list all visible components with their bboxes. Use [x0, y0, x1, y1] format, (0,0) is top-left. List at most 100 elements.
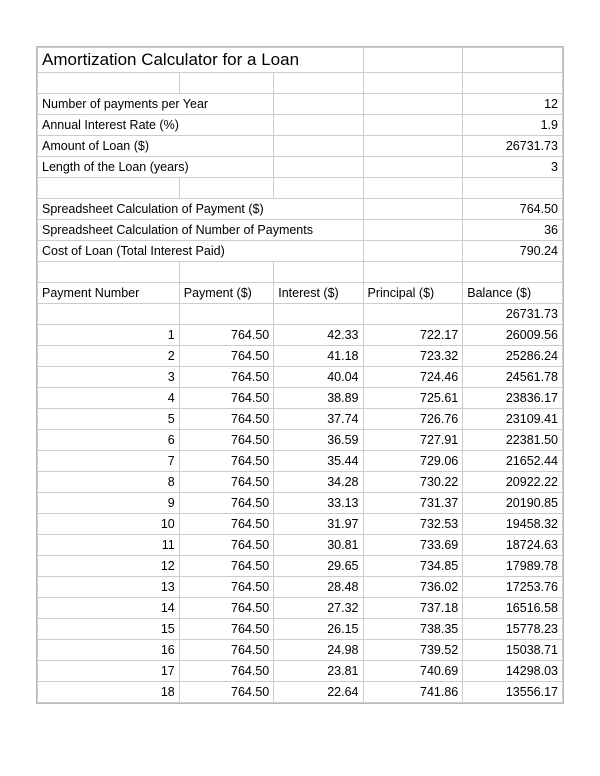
interest-amount: 30.81 — [274, 535, 363, 556]
balance-amount: 13556.17 — [463, 682, 563, 703]
payment-number: 2 — [38, 346, 180, 367]
calc-value: 764.50 — [463, 199, 563, 220]
input-label: Amount of Loan ($) — [38, 136, 274, 157]
interest-amount: 23.81 — [274, 661, 363, 682]
balance-amount: 20922.22 — [463, 472, 563, 493]
principal-amount: 740.69 — [363, 661, 463, 682]
col-header: Principal ($) — [363, 283, 463, 304]
balance-amount: 17253.76 — [463, 577, 563, 598]
payment-amount: 764.50 — [179, 451, 274, 472]
principal-amount: 723.32 — [363, 346, 463, 367]
spreadsheet: Amortization Calculator for a LoanNumber… — [36, 46, 564, 704]
interest-amount: 42.33 — [274, 325, 363, 346]
principal-amount: 730.22 — [363, 472, 463, 493]
balance-amount: 18724.63 — [463, 535, 563, 556]
payment-number: 8 — [38, 472, 180, 493]
payment-number: 1 — [38, 325, 180, 346]
calc-label: Spreadsheet Calculation of Number of Pay… — [38, 220, 364, 241]
payment-number: 12 — [38, 556, 180, 577]
principal-amount: 737.18 — [363, 598, 463, 619]
interest-amount: 34.28 — [274, 472, 363, 493]
col-header: Interest ($) — [274, 283, 363, 304]
balance-amount: 23836.17 — [463, 388, 563, 409]
payment-amount: 764.50 — [179, 493, 274, 514]
payment-amount: 764.50 — [179, 409, 274, 430]
balance-amount: 21652.44 — [463, 451, 563, 472]
payment-number: 7 — [38, 451, 180, 472]
input-label: Length of the Loan (years) — [38, 157, 274, 178]
payment-amount: 764.50 — [179, 325, 274, 346]
balance-amount: 16516.58 — [463, 598, 563, 619]
calc-label: Spreadsheet Calculation of Payment ($) — [38, 199, 364, 220]
balance-amount: 22381.50 — [463, 430, 563, 451]
balance-amount: 25286.24 — [463, 346, 563, 367]
payment-number: 11 — [38, 535, 180, 556]
payment-amount: 764.50 — [179, 346, 274, 367]
payment-number: 6 — [38, 430, 180, 451]
payment-number: 17 — [38, 661, 180, 682]
principal-amount: 724.46 — [363, 367, 463, 388]
principal-amount: 733.69 — [363, 535, 463, 556]
principal-amount: 727.91 — [363, 430, 463, 451]
input-label: Annual Interest Rate (%) — [38, 115, 274, 136]
payment-number: 18 — [38, 682, 180, 703]
interest-amount: 36.59 — [274, 430, 363, 451]
payment-number: 15 — [38, 619, 180, 640]
payment-number: 5 — [38, 409, 180, 430]
principal-amount: 739.52 — [363, 640, 463, 661]
amortization-table: Amortization Calculator for a LoanNumber… — [37, 47, 563, 703]
interest-amount: 41.18 — [274, 346, 363, 367]
principal-amount: 722.17 — [363, 325, 463, 346]
payment-amount: 764.50 — [179, 430, 274, 451]
principal-amount: 741.86 — [363, 682, 463, 703]
balance-amount: 26009.56 — [463, 325, 563, 346]
col-header: Balance ($) — [463, 283, 563, 304]
payment-number: 9 — [38, 493, 180, 514]
interest-amount: 38.89 — [274, 388, 363, 409]
calc-label: Cost of Loan (Total Interest Paid) — [38, 241, 364, 262]
payment-amount: 764.50 — [179, 472, 274, 493]
interest-amount: 29.65 — [274, 556, 363, 577]
payment-amount: 764.50 — [179, 598, 274, 619]
payment-number: 14 — [38, 598, 180, 619]
principal-amount: 734.85 — [363, 556, 463, 577]
payment-amount: 764.50 — [179, 640, 274, 661]
interest-amount: 26.15 — [274, 619, 363, 640]
col-header: Payment Number — [38, 283, 180, 304]
interest-amount: 27.32 — [274, 598, 363, 619]
payment-amount: 764.50 — [179, 661, 274, 682]
payment-number: 4 — [38, 388, 180, 409]
calc-value: 36 — [463, 220, 563, 241]
principal-amount: 725.61 — [363, 388, 463, 409]
payment-amount: 764.50 — [179, 556, 274, 577]
payment-amount: 764.50 — [179, 388, 274, 409]
balance-amount: 24561.78 — [463, 367, 563, 388]
principal-amount: 729.06 — [363, 451, 463, 472]
input-value: 26731.73 — [463, 136, 563, 157]
balance-amount: 15778.23 — [463, 619, 563, 640]
balance-amount: 19458.32 — [463, 514, 563, 535]
interest-amount: 35.44 — [274, 451, 363, 472]
balance-amount: 15038.71 — [463, 640, 563, 661]
balance-amount: 20190.85 — [463, 493, 563, 514]
principal-amount: 738.35 — [363, 619, 463, 640]
interest-amount: 33.13 — [274, 493, 363, 514]
interest-amount: 22.64 — [274, 682, 363, 703]
payment-number: 16 — [38, 640, 180, 661]
principal-amount: 732.53 — [363, 514, 463, 535]
payment-amount: 764.50 — [179, 535, 274, 556]
balance-amount: 14298.03 — [463, 661, 563, 682]
input-value: 3 — [463, 157, 563, 178]
interest-amount: 24.98 — [274, 640, 363, 661]
payment-number: 10 — [38, 514, 180, 535]
interest-amount: 37.74 — [274, 409, 363, 430]
interest-amount: 28.48 — [274, 577, 363, 598]
payment-number: 3 — [38, 367, 180, 388]
payment-amount: 764.50 — [179, 619, 274, 640]
payment-amount: 764.50 — [179, 514, 274, 535]
calc-value: 790.24 — [463, 241, 563, 262]
principal-amount: 736.02 — [363, 577, 463, 598]
interest-amount: 40.04 — [274, 367, 363, 388]
col-header: Payment ($) — [179, 283, 274, 304]
interest-amount: 31.97 — [274, 514, 363, 535]
